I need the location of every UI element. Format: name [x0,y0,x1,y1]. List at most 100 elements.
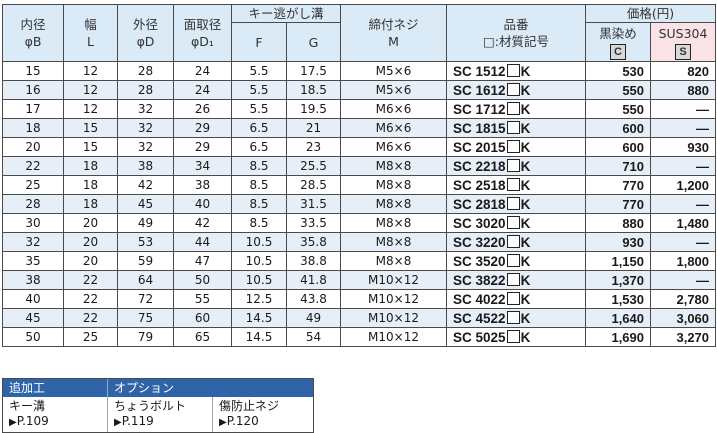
footer-item-wing-bolt[interactable]: ちょうボルト ▶P.119 [108,397,213,432]
table-row: 50 25 79 65 14.5 54 M10×12 SC 5025 K 1,690 3,270 [2,327,717,347]
screw-cell: M10×12 [340,270,448,290]
material-code-box [506,177,520,191]
chamfer-diameter-cell: 42 [173,213,232,233]
part-number-cell: SC 1712 K [446,99,587,119]
chamfer-diameter-cell: 47 [173,251,232,271]
g-cell: 17.5 [285,61,342,81]
screw-cell: M10×12 [340,308,448,328]
page-ref: P.120 [226,414,259,428]
width-cell: 15 [63,137,118,157]
f-cell: 10.5 [231,270,287,290]
width-cell: 12 [63,80,118,100]
g-cell: 38.8 [285,251,342,271]
screw-cell: M8×8 [340,156,448,176]
part-prefix: SC 2518 [453,177,506,193]
part-suffix: K [520,120,531,136]
price-sus304-cell: 1,800 [650,251,717,271]
material-code-box [506,120,520,134]
screw-cell: M8×8 [340,232,448,252]
material-code-box [506,63,520,77]
header-outer-diameter: 外径 φD [117,4,174,62]
part-prefix: SC 1712 [453,101,506,117]
outer-diameter-cell: 32 [117,118,174,138]
page-ref: P.119 [121,414,154,428]
inner-diameter-cell: 38 [2,270,64,290]
width-cell: 20 [63,213,118,233]
table-row: 22 18 38 34 8.5 25.5 M8×8 SC 2218 K 710— [2,156,717,176]
part-prefix: SC 3020 [453,215,506,231]
outer-diameter-cell: 75 [117,308,174,328]
width-cell: 20 [63,251,118,271]
header-sus304: SUS304 S [650,22,717,62]
outer-diameter-cell: 28 [117,80,174,100]
part-suffix: K [520,253,531,269]
price-sus304-cell: 820 [650,61,717,81]
outer-diameter-cell: 42 [117,175,174,195]
inner-diameter-cell: 50 [2,327,64,347]
table-row: 18 15 32 29 6.5 21 M6×6 SC 1815 K 600— [2,118,717,138]
part-prefix: SC 2015 [453,139,506,155]
price-black-oxide-cell: 880 [585,213,652,233]
table-row: 15 12 28 24 5.5 17.5 M5×6 SC 1512 K 530 820 [2,61,717,81]
price-sus304-cell: 930 [650,137,717,157]
table-row: 16 12 28 24 5.5 18.5 M5×6 SC 1612 K 550 880 [2,80,717,100]
table-row: 25 18 42 38 8.5 28.5 M8×8 SC 2518 K 770 1,200 [2,175,717,195]
part-suffix: K [520,139,531,155]
part-suffix: K [520,177,531,193]
screw-cell: M10×12 [340,289,448,309]
material-code-box [506,101,520,115]
table-row: 32 20 53 44 10.5 35.8 M8×8 SC 3220 K 930— [2,232,717,252]
part-suffix: K [520,310,531,326]
table-row: 38 22 64 50 10.5 41.8 M10×12 SC 3822 K 1,370— [2,270,717,290]
screw-cell: M8×8 [340,251,448,271]
part-prefix: SC 1815 [453,120,506,136]
inner-diameter-cell: 40 [2,289,64,309]
chamfer-diameter-cell: 44 [173,232,232,252]
part-number-cell: SC 1512 K [446,61,587,81]
chamfer-diameter-cell: 34 [173,156,232,176]
part-number-cell: SC 4022 K [446,289,587,309]
chamfer-diameter-cell: 24 [173,80,232,100]
screw-cell: M5×6 [340,61,448,81]
material-code-box [506,272,520,286]
material-code-box [506,158,520,172]
width-cell: 20 [63,232,118,252]
price-sus304-cell: — [650,118,717,138]
header-part-number: 品番 □:材質記号 [446,4,587,62]
material-code-box [506,253,520,267]
inner-diameter-cell: 20 [2,137,64,157]
width-cell: 12 [63,61,118,81]
price-black-oxide-cell: 1,690 [585,327,652,347]
part-suffix: K [520,196,531,212]
f-cell: 12.5 [231,289,287,309]
part-prefix: SC 2818 [453,196,506,212]
inner-diameter-cell: 18 [2,118,64,138]
chamfer-diameter-cell: 40 [173,194,232,214]
part-number-cell: SC 3020 K [446,213,587,233]
price-sus304-cell: 3,060 [650,308,717,328]
inner-diameter-cell: 32 [2,232,64,252]
price-black-oxide-cell: 770 [585,175,652,195]
table-row: 17 12 32 26 5.5 19.5 M6×6 SC 1712 K 550— [2,99,717,119]
price-black-oxide-cell: 550 [585,80,652,100]
outer-diameter-cell: 53 [117,232,174,252]
chamfer-diameter-cell: 29 [173,137,232,157]
footer-item-key-groove[interactable]: キー溝 ▶P.109 [3,397,108,432]
part-number-cell: SC 5025 K [446,327,587,347]
part-number-cell: SC 3822 K [446,270,587,290]
g-cell: 35.8 [285,232,342,252]
f-cell: 14.5 [231,327,287,347]
footer-item-protective-screw[interactable]: 傷防止ネジ ▶P.120 [219,399,280,428]
g-cell: 33.5 [285,213,342,233]
part-prefix: SC 1612 [453,82,506,98]
part-number-cell: SC 4522 K [446,308,587,328]
price-sus304-cell: 1,480 [650,213,717,233]
f-cell: 8.5 [231,175,287,195]
part-number-cell: SC 1815 K [446,118,587,138]
outer-diameter-cell: 59 [117,251,174,271]
width-cell: 18 [63,175,118,195]
screw-cell: M5×6 [340,80,448,100]
screw-cell: M8×8 [340,175,448,195]
price-black-oxide-cell: 770 [585,194,652,214]
